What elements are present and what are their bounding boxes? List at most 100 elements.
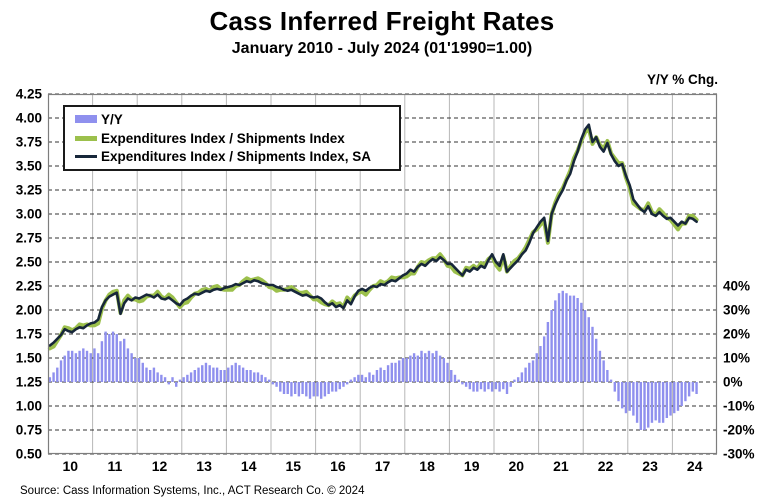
yoy-bar [546,322,550,382]
y-axis-tick-label: 2.50 [16,255,42,270]
yoy-bar [461,382,464,385]
ratio-line-swatch [75,135,97,141]
yoy-bar [669,382,672,416]
yoy-bar [472,382,475,392]
yoy-bar [279,382,282,392]
yoy-bar [178,379,182,382]
x-axis-tick-label: 14 [241,458,257,474]
yoy-bar [93,348,96,382]
yoy-bar [591,326,594,382]
yoy-bar [483,382,486,392]
yoy-bar [115,334,118,382]
yoy-bar [264,377,267,382]
yoy-bar [383,370,386,382]
yoy-bar [442,358,446,382]
yoy-bar [360,374,364,382]
y-axis-tick-label: 1.50 [16,351,42,366]
yoy-bar [450,370,453,382]
yoy-bar [52,372,55,382]
yoy-bar [167,382,170,385]
yoy-bar [253,372,256,382]
yoy-bar [505,382,509,394]
yoy-bar [531,360,535,382]
legend-label: Expenditures Index / Shipments Index, SA [101,149,372,165]
yoy-bar [398,360,401,382]
yoy-bar [494,382,498,390]
yoy-bar [104,331,107,382]
yoy-bar [609,379,613,382]
yoy-bar [286,382,289,394]
yoy-bar [186,374,189,382]
yoy-bar [149,370,152,382]
yoy-bar [223,370,226,382]
x-axis-tick-label: 10 [63,458,79,474]
y-axis-tick-label: 2.25 [16,279,43,294]
y-axis-tick-label: 3.25 [16,183,43,198]
yoy-bar [587,317,590,382]
yoy-bar [673,382,676,414]
yoy-bar [479,382,483,390]
yoy-bar [535,353,538,382]
yoy-bar [189,372,193,382]
yoy-bar [464,382,468,387]
yoy-bar [561,290,564,382]
yoy-bar [695,382,698,394]
yoy-bar [96,353,100,382]
yoy-bar [316,382,319,397]
yoy-bar [100,341,104,382]
yoy-bar [297,382,301,397]
yoy-bar [528,362,531,382]
yoy-bar [632,382,635,416]
yoy-bar [89,353,92,382]
yoy-bar [126,348,130,382]
yoy-bar [323,382,327,397]
y-axis-tick-label: 2.00 [16,303,42,318]
yoy-bar [390,362,393,382]
yoy-bar-swatch [75,115,97,124]
right-axis-tick-label: -20% [723,423,755,438]
yoy-bar [691,382,695,392]
yoy-bar [401,358,405,382]
yoy-bar [111,331,115,382]
yoy-bar [446,362,449,382]
y-axis-tick-label: 3.75 [16,135,43,150]
yoy-bar [219,370,223,382]
right-axis-tick-label: 30% [723,303,750,318]
yoy-bar [241,367,245,382]
yoy-bar [606,370,609,382]
yoy-bar [412,353,416,382]
yoy-bar [331,382,334,392]
legend-label: Expenditures Index / Shipments Index [101,130,345,146]
yoy-bar [137,358,141,382]
right-axis-tick-label: -30% [723,447,755,462]
yoy-bar [163,377,167,382]
yoy-bar [260,374,263,382]
yoy-bar [267,379,271,382]
yoy-bar [78,350,81,382]
yoy-bar [665,382,669,418]
yoy-bar [647,382,650,428]
yoy-bar [230,365,234,382]
yoy-bar [334,382,338,392]
yoy-bar [293,382,297,394]
yoy-bar [152,367,156,382]
right-axis-title: Y/Y % Chg. [646,72,718,87]
yoy-bar [435,350,438,382]
yoy-bar [658,382,661,423]
legend-label: Y/Y [101,111,123,127]
yoy-bar [476,382,479,392]
yoy-bar [550,310,553,382]
yoy-bar [520,372,524,382]
yoy-bar [238,365,241,382]
yoy-bar [175,382,178,387]
yoy-bar [338,382,341,390]
right-axis-tick-label: 10% [723,351,750,366]
right-axis-tick-label: 0% [723,375,743,390]
y-axis-tick-label: 0.50 [16,447,42,462]
ratio-sa-line [48,123,698,347]
yoy-bar [438,355,442,382]
yoy-bar [308,382,312,399]
page-subtitle: January 2010 - July 2024 (01'1990=1.00) [231,40,533,57]
yoy-bar [227,367,230,382]
